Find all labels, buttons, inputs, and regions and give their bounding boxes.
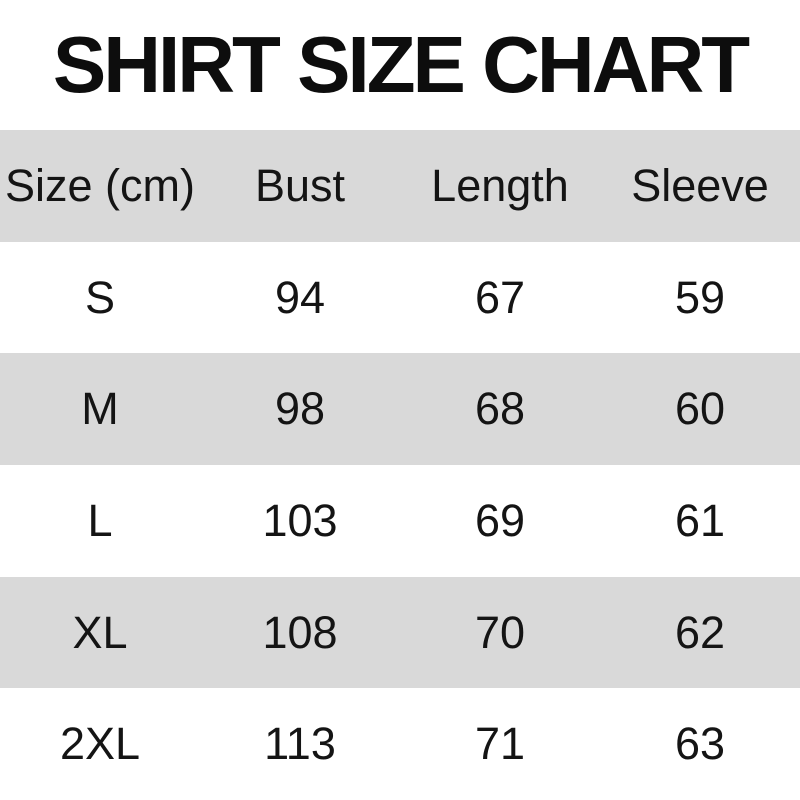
- measurement-cell: 61: [674, 494, 726, 546]
- size-label-cell: XL: [72, 606, 128, 658]
- table-row: S 94 67 59: [0, 241, 800, 354]
- measurement-cell: 59: [674, 271, 726, 323]
- table-header-row: Size (cm) Bust Length Sleeve: [0, 130, 800, 242]
- measurement-cell: 108: [262, 606, 338, 658]
- measurement-cell: 69: [474, 494, 526, 546]
- measurement-cell: 63: [674, 718, 726, 770]
- column-header: Length: [431, 159, 569, 211]
- measurement-cell: 98: [274, 383, 326, 435]
- table-row: 2XL 113 71 63: [0, 688, 800, 800]
- table-row: XL 108 70 62: [0, 576, 800, 689]
- size-label-cell: L: [87, 494, 113, 546]
- size-label-cell: 2XL: [59, 718, 141, 770]
- column-header: Size (cm): [5, 159, 195, 211]
- table-row: M 98 68 60: [0, 353, 800, 466]
- measurement-cell: 62: [674, 606, 726, 658]
- page-title: SHIRT SIZE CHART: [52, 20, 750, 109]
- measurement-cell: 103: [262, 494, 338, 546]
- measurement-cell: 68: [474, 383, 526, 435]
- measurement-cell: 70: [474, 606, 526, 658]
- title-bar: SHIRT SIZE CHART: [0, 0, 800, 130]
- measurement-cell: 60: [674, 383, 726, 435]
- measurement-cell: 94: [274, 271, 326, 323]
- measurement-cell: 71: [474, 718, 526, 770]
- table-row: L 103 69 61: [0, 465, 800, 577]
- size-chart-table: Size (cm) Bust Length Sleeve S 94 67 59 M 98 68 60…: [0, 130, 800, 800]
- size-label-cell: S: [84, 271, 115, 323]
- column-header: Sleeve: [631, 159, 769, 211]
- column-header: Bust: [254, 159, 346, 211]
- measurement-cell: 113: [264, 718, 336, 770]
- measurement-cell: 67: [474, 271, 526, 323]
- size-label-cell: M: [81, 383, 119, 435]
